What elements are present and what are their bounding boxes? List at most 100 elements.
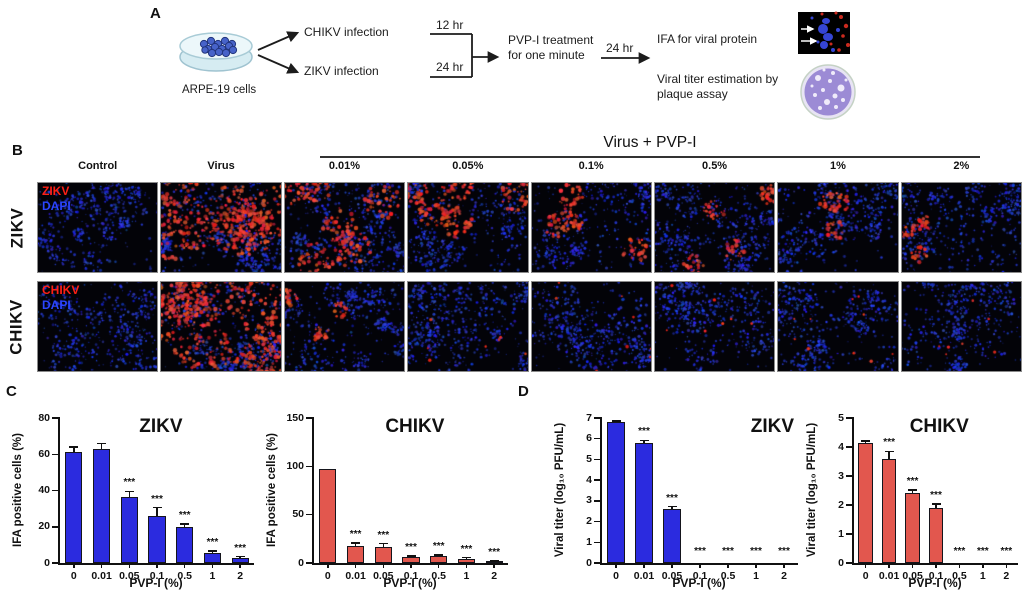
- x-tick-mark: [156, 563, 158, 568]
- error-bar: [864, 440, 867, 443]
- micrograph-chikv-01: [530, 281, 652, 372]
- y-tick-label: 100: [286, 459, 304, 472]
- significance-stars: ***: [349, 529, 362, 541]
- significance-stars: ***: [432, 541, 445, 553]
- x-tick-label: 0.1: [149, 570, 165, 582]
- y-tick-label: 2: [838, 498, 844, 511]
- micrograph-zikv-005: [407, 182, 529, 273]
- error-bar-cap: [639, 439, 649, 442]
- branch-arrows: [257, 31, 300, 74]
- y-tick-mark: [594, 562, 602, 564]
- micrograph-chikv-2: [900, 281, 1022, 372]
- error-bar-cap: [180, 523, 190, 525]
- row-label-chikv: CHIKV: [7, 298, 26, 355]
- bar-chikv-005: [374, 546, 392, 563]
- x-tick-mark: [410, 563, 412, 568]
- error-bar-cap: [461, 556, 471, 559]
- error-bar: [128, 491, 131, 497]
- significance-stars: ***: [405, 542, 417, 554]
- zikv-infection-label: ZIKV infection: [304, 64, 379, 78]
- micrograph-chikv-005: [407, 281, 529, 372]
- x-tick-label: 0: [324, 570, 331, 582]
- x-axis-label: PVP-I (%): [672, 576, 726, 590]
- error-bar: [183, 524, 186, 527]
- y-tick-label: 20: [38, 520, 50, 533]
- panel-d-label: D: [518, 383, 529, 400]
- error-bar-cap: [69, 446, 79, 448]
- x-tick-mark: [615, 563, 617, 568]
- significance-stars: ***: [460, 543, 473, 555]
- significance-stars: ***: [977, 546, 989, 557]
- x-tick-label: 0.01: [345, 570, 366, 582]
- x-tick-label: 1: [463, 570, 470, 582]
- column-label-05: 0.5%: [702, 160, 728, 172]
- bar-chikv-01: [928, 507, 944, 563]
- y-tick-mark: [846, 446, 854, 448]
- bar-zikv-05: [176, 526, 194, 563]
- y-tick-mark: [846, 562, 854, 564]
- y-tick-mark: [594, 541, 602, 544]
- x-tick-mark: [888, 563, 890, 568]
- x-tick-label: 0.1: [692, 570, 708, 582]
- significance-stars: ***: [234, 542, 246, 554]
- time-24hr2-label: 24 hr: [606, 41, 634, 55]
- error-bar-cap: [152, 506, 162, 509]
- x-tick-mark: [699, 563, 701, 568]
- error-bar: [382, 543, 385, 547]
- ifa-thumbnail-image: [798, 11, 850, 54]
- bar-zikv-001: [635, 442, 653, 563]
- x-tick-mark: [465, 563, 468, 568]
- y-tick-mark: [594, 520, 602, 523]
- chart-title: ZIKV: [139, 416, 183, 437]
- error-bar: [211, 550, 214, 554]
- y-tick-label: 80: [38, 411, 50, 424]
- column-label-control: Control: [78, 160, 118, 172]
- error-bar-cap: [861, 440, 871, 442]
- panel-c-label: C: [6, 383, 17, 400]
- column-label-001: 0.01%: [328, 160, 361, 172]
- y-tick-label: 150: [286, 411, 304, 424]
- y-tick-mark: [306, 562, 314, 564]
- x-tick-label: 0.01: [91, 570, 112, 582]
- y-tick-mark: [306, 465, 314, 468]
- error-bar: [156, 507, 158, 516]
- x-tick-label: 2: [491, 570, 498, 582]
- significance-stars: ***: [206, 536, 219, 548]
- plot-area: ZIKV 0 20 40 60 80 0 0.01 *** 0.05 *** 0.1 *** 0.5 ***…: [38, 412, 254, 582]
- time-24hr-label: 24 hr: [436, 60, 464, 74]
- x-tick-label: 0: [70, 570, 77, 582]
- y-tick-label: 1: [838, 527, 844, 540]
- error-bar-cap: [406, 555, 416, 557]
- stain-label-chikv: CHIKV: [42, 283, 80, 297]
- y-tick-label: 7: [586, 411, 592, 424]
- error-bar: [671, 506, 673, 510]
- x-tick-label: 0: [613, 570, 619, 582]
- y-axis-label: Viral titer (log₁₀ PFU/mL): [554, 422, 566, 558]
- error-bar-cap: [434, 554, 444, 556]
- x-tick-mark: [437, 563, 440, 568]
- panel-a-label: A: [150, 5, 161, 22]
- bar-chikv-0: [858, 442, 873, 563]
- bar-chikv-001: [881, 458, 897, 563]
- y-tick-mark: [594, 500, 602, 502]
- significance-stars: ***: [906, 475, 919, 487]
- error-bar: [100, 443, 103, 449]
- x-tick-label: 0.05: [902, 570, 923, 582]
- y-tick-mark: [306, 417, 314, 419]
- error-bar: [239, 556, 241, 559]
- significance-stars: ***: [151, 493, 163, 505]
- x-axis-label: PVP-I (%): [383, 576, 437, 590]
- column-label-virus: Virus: [207, 160, 235, 172]
- chart-ifa-zikv: IFA positive cells (%) ZIKV 0 20 40 60 80 0 0.0…: [8, 402, 258, 602]
- y-tick-mark: [594, 479, 602, 481]
- arpe19-cells-label: ARPE-19 cells: [182, 84, 257, 96]
- error-bar: [935, 504, 937, 508]
- chart-titer-chikv: Viral titer (log₁₀ PFU/mL) CHIKV 0 1 2 3 4 5 0 *…: [802, 402, 1022, 602]
- x-tick-mark: [354, 563, 357, 568]
- significance-stars: ***: [1000, 546, 1013, 557]
- bar-chikv-001: [346, 545, 365, 563]
- x-tick-label: 0.05: [661, 570, 683, 582]
- significance-stars: ***: [694, 546, 706, 557]
- micrograph-zikv-001: [283, 182, 406, 273]
